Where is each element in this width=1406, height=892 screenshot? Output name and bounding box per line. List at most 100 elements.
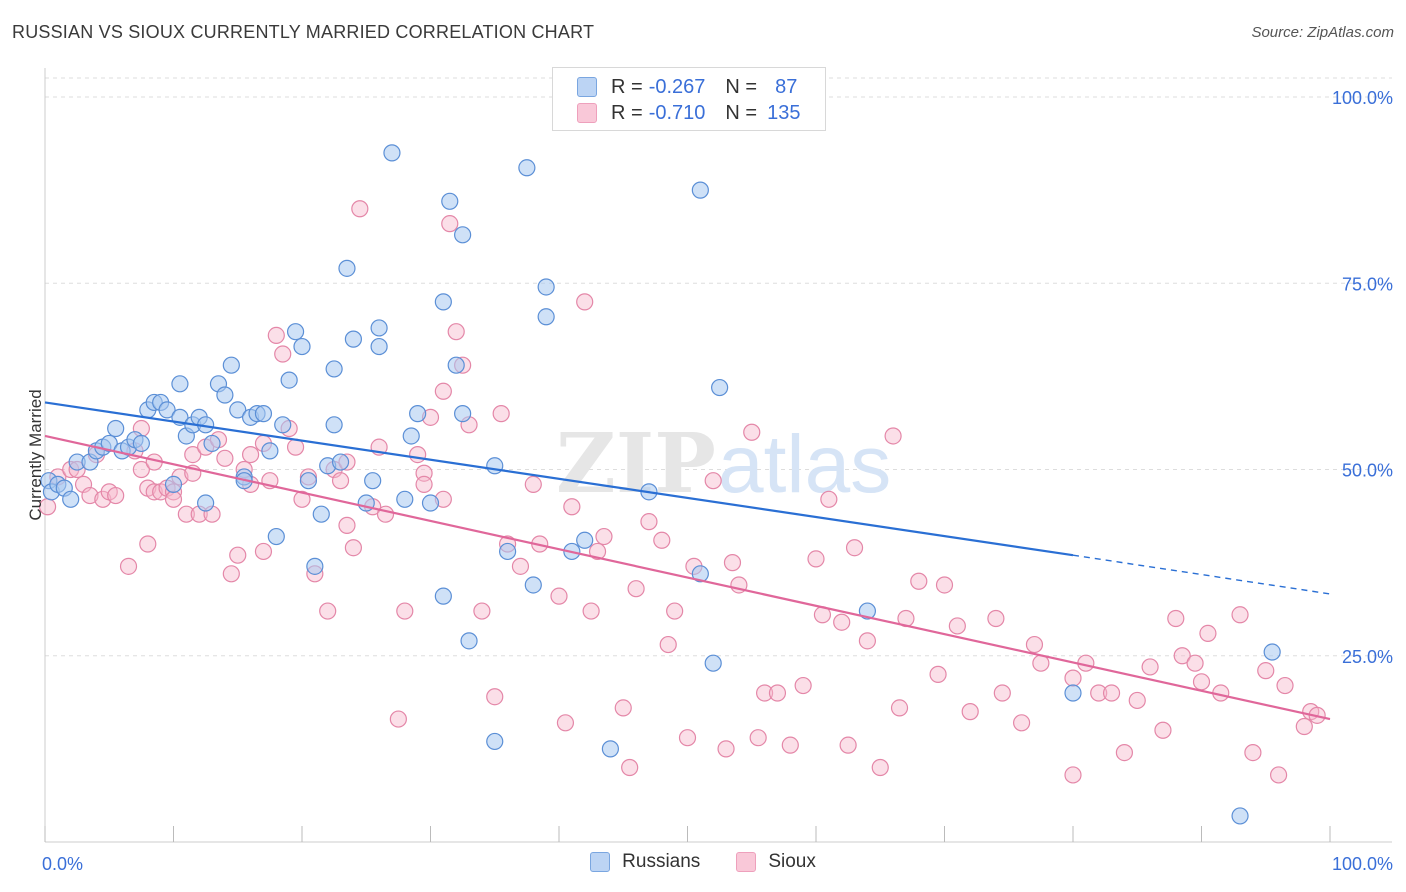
sioux-point [511, 557, 530, 575]
sioux-point [704, 472, 722, 490]
y-axis-label: Currently Married [26, 389, 45, 521]
y-tick-label: 75.0% [1342, 274, 1393, 294]
russian-point [299, 472, 318, 490]
sioux-point [164, 490, 183, 508]
sioux-point [621, 758, 639, 777]
russian-point [261, 442, 279, 460]
russian-point [62, 490, 80, 508]
sioux-point [81, 486, 99, 505]
russian-point [203, 434, 221, 453]
russian-point [325, 416, 343, 434]
legend-row-sioux: R = -0.710 N = 135 [577, 100, 800, 126]
sioux-point [177, 505, 195, 523]
sioux-point [1154, 721, 1172, 739]
sioux-point [184, 446, 202, 464]
sioux-point [254, 542, 273, 561]
russian-point [344, 330, 362, 348]
russian-point [1263, 643, 1281, 661]
russian-point [524, 576, 542, 594]
sioux-point [614, 699, 632, 717]
russians-legend-swatch [590, 852, 611, 872]
watermark-zip: ZIP [556, 416, 716, 512]
russian-point [216, 386, 234, 404]
sioux-point [293, 490, 311, 508]
russian-point [499, 542, 517, 561]
source-label: Source: ZipAtlas.com [1251, 24, 1394, 41]
russian-point [164, 475, 183, 493]
sioux-point [1295, 717, 1313, 736]
sioux-point [1064, 766, 1082, 784]
sioux-point [717, 740, 735, 758]
sioux-point [833, 613, 851, 631]
sioux-point [563, 498, 581, 516]
sioux-point [267, 326, 285, 344]
russian-point [1064, 684, 1082, 702]
y-tick-label: 25.0% [1342, 647, 1393, 667]
sioux-point [858, 632, 877, 650]
sioux-point [910, 572, 928, 590]
sioux-legend-label: Sioux [768, 851, 816, 872]
sioux-point [1276, 676, 1294, 695]
russian-point [454, 405, 472, 423]
sioux-point [344, 539, 362, 557]
sioux-point [229, 546, 247, 564]
russian-point [537, 308, 555, 326]
sioux-point [588, 542, 607, 561]
correlation-legend: R = -0.267 N = 87 R = -0.710 N = 135 [552, 67, 826, 131]
sioux-point [1064, 669, 1082, 687]
russians-n-label: N = [725, 75, 758, 98]
sioux-point [139, 535, 157, 553]
russian-point [274, 416, 292, 434]
sioux-point [1244, 743, 1262, 762]
sioux-point [845, 539, 864, 557]
watermark: ZIP atlas [556, 416, 891, 512]
sioux-point [216, 449, 234, 467]
sioux-point [576, 293, 594, 311]
russians-trend-line [44, 401, 1074, 557]
russian-point [306, 557, 324, 575]
russian-point [447, 356, 465, 374]
sioux-point [794, 676, 812, 695]
sioux-point [948, 617, 966, 635]
sioux-point [1167, 609, 1185, 628]
sioux-trend-line [44, 434, 1331, 721]
sioux-point [351, 200, 369, 218]
sioux-point [1025, 635, 1044, 654]
russian-point [325, 360, 343, 378]
russian-point [370, 319, 388, 337]
watermark-atlas: atlas [718, 419, 891, 510]
russian-point [402, 427, 420, 445]
russian-point [132, 434, 150, 453]
sioux-point [1257, 662, 1275, 680]
sioux-point [839, 736, 857, 754]
russian-point [197, 494, 215, 512]
russian-point [107, 419, 125, 438]
russian-point [338, 259, 356, 277]
sioux-point [524, 475, 542, 493]
sioux-point [807, 550, 825, 568]
legend-item-russians: Russians [590, 851, 700, 873]
sioux-point [1269, 766, 1288, 784]
legend-row-russians: R = -0.267 N = 87 [577, 74, 797, 100]
sioux-point [1199, 624, 1217, 643]
russian-point [267, 527, 285, 546]
sioux-point [447, 323, 465, 341]
russian-point [280, 371, 298, 389]
sioux-point [1090, 684, 1108, 702]
russian-point [601, 740, 620, 758]
russian-point [409, 405, 427, 423]
sioux-point [473, 602, 491, 620]
sioux-point [666, 602, 684, 620]
grid-lines [45, 77, 1392, 657]
sioux-point [1102, 684, 1121, 702]
russian-point [460, 632, 478, 650]
sioux-point [653, 531, 671, 549]
russian-point [858, 602, 877, 620]
russian-points [40, 144, 1281, 825]
russians-legend-label: Russians [622, 851, 701, 872]
sioux-point [820, 490, 838, 508]
russian-point [711, 378, 729, 397]
russian-point [331, 453, 350, 471]
russian-point [254, 405, 273, 423]
sioux-point [884, 427, 902, 445]
